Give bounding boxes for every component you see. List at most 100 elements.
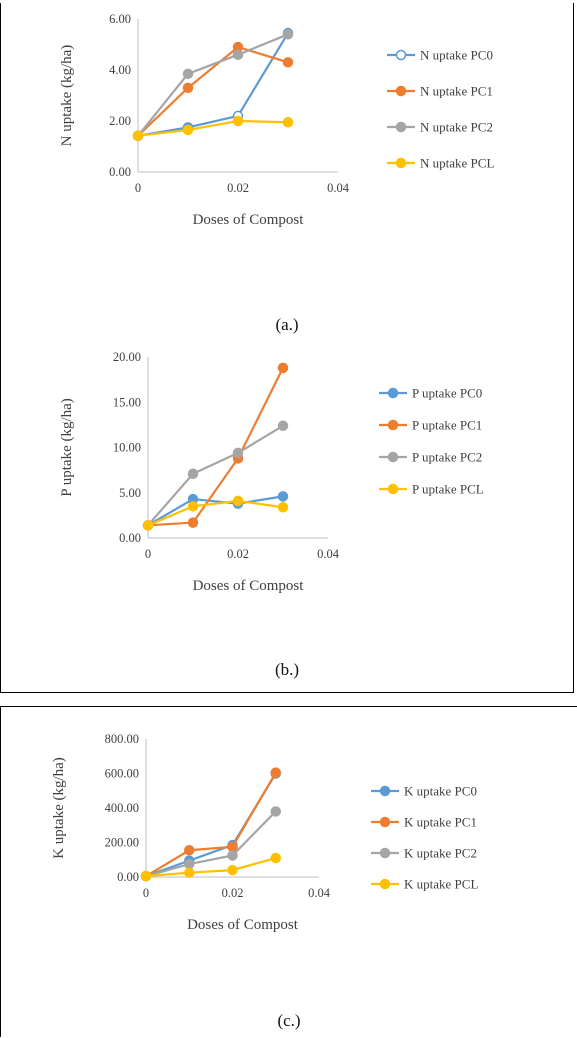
x-tick-label: 0 (135, 181, 141, 195)
data-point (182, 82, 194, 94)
series-line (145, 856, 277, 878)
legend-label: N uptake PC1 (420, 84, 493, 99)
y-axis-label: K uptake (kg/ha) (51, 757, 67, 859)
y-tick-label: 10.00 (113, 441, 141, 455)
data-point (227, 864, 238, 876)
data-point (232, 495, 244, 507)
x-tick-label: 0.04 (308, 886, 331, 900)
y-tick-label: 800.00 (105, 732, 139, 746)
series-line (137, 32, 289, 137)
panel-caption-b: (b.) (274, 660, 300, 679)
legend-marker (387, 483, 399, 495)
data-point (142, 520, 154, 531)
legend-marker (395, 49, 407, 61)
data-point (270, 806, 281, 817)
data-point (184, 858, 195, 870)
y-tick-label: 600.00 (105, 767, 139, 781)
data-point (282, 57, 294, 68)
legend-marker (379, 816, 391, 828)
data-point (184, 845, 195, 856)
panel-caption-c: (c.) (277, 1011, 301, 1030)
chart-panel-a: 0.00 2.00 4.00 6.00 0 0.02 0.04 Doses of Compos… (0, 3, 574, 344)
legend-label: P uptake PC0 (412, 386, 482, 401)
data-point (132, 130, 144, 142)
data-point (227, 841, 238, 853)
legend-label: K uptake PC0 (404, 784, 477, 799)
y-axis-label: N uptake (kg/ha) (59, 45, 75, 147)
data-point (270, 852, 281, 864)
legend-marker (387, 451, 399, 463)
legend-label: N uptake PC0 (420, 48, 493, 63)
legend-marker (395, 121, 407, 133)
y-tick-label: 20.00 (113, 350, 141, 364)
panel-caption-a: (a.) (275, 315, 299, 334)
x-axis-label: Doses of Compost (187, 917, 299, 933)
legend-label: P uptake PCL (412, 482, 484, 497)
data-point (184, 867, 195, 878)
y-tick-label: 400.00 (105, 801, 139, 815)
x-tick-label: 0.04 (317, 547, 340, 561)
data-point (277, 362, 289, 374)
y-tick-label: 4.00 (109, 63, 131, 77)
data-point (277, 420, 289, 432)
data-point (232, 115, 244, 127)
y-tick-label: 2.00 (109, 114, 131, 128)
y-tick-label: 0.00 (119, 531, 141, 545)
series-line (137, 45, 289, 137)
legend-label: N uptake PC2 (420, 120, 493, 135)
y-tick-label: 200.00 (105, 836, 139, 850)
data-point (187, 468, 199, 479)
legend-marker (379, 785, 391, 797)
data-point (232, 49, 244, 60)
series-line (145, 772, 277, 878)
x-tick-label: 0 (143, 886, 149, 900)
series-line (137, 33, 289, 137)
legend-marker (379, 878, 391, 890)
y-tick-label: 6.00 (109, 12, 131, 26)
series-line (145, 810, 277, 878)
series-line (147, 424, 284, 527)
legend-marker (387, 419, 399, 431)
data-point (277, 501, 289, 513)
data-point (187, 501, 199, 512)
chart-panel-c: 0.00 200.00 400.00 600.00 800.00 0 0.02 0.04 Dos… (0, 706, 577, 1037)
data-point (282, 29, 294, 40)
x-tick-label: 0.04 (327, 181, 350, 195)
x-axis-label: Doses of Compost (193, 578, 305, 594)
y-axis-label: P uptake (kg/ha) (59, 398, 75, 497)
x-tick-label: 0.02 (227, 547, 249, 561)
legend-label: N uptake PCL (420, 156, 494, 171)
data-point (187, 517, 199, 528)
legend-marker (395, 85, 407, 97)
legend-label: K uptake PC1 (404, 815, 477, 830)
data-point (270, 767, 281, 778)
y-tick-label: 15.00 (113, 395, 141, 409)
x-tick-label: 0.02 (222, 886, 244, 900)
legend-label: K uptake PCL (404, 877, 478, 892)
data-point (227, 850, 238, 861)
data-point (140, 870, 152, 882)
p-uptake-chart: 0.00 5.00 10.00 15.00 20.00 0 0.02 0.04 Doses of… (59, 350, 484, 594)
y-tick-label: 0.00 (117, 870, 139, 884)
data-point (282, 117, 294, 128)
series-line (147, 499, 284, 527)
series-line (137, 119, 289, 137)
legend-marker (395, 157, 407, 169)
legend-label: P uptake PC2 (412, 450, 482, 465)
n-uptake-chart: 0.00 2.00 4.00 6.00 0 0.02 0.04 Doses of Compos… (59, 12, 494, 228)
series-line (147, 367, 284, 527)
x-axis-label: Doses of Compost (193, 212, 305, 228)
legend-marker (387, 387, 399, 399)
k-uptake-chart: 0.00 200.00 400.00 600.00 800.00 0 0.02 0.04 Dos… (51, 732, 478, 933)
data-point (232, 447, 244, 459)
x-tick-label: 0 (145, 547, 151, 561)
legend-marker (379, 847, 391, 859)
data-point (277, 491, 289, 502)
legend-label: P uptake PC1 (412, 418, 482, 433)
y-tick-label: 5.00 (119, 486, 141, 500)
y-tick-label: 0.00 (109, 165, 131, 179)
data-point (182, 124, 194, 136)
legend-label: K uptake PC2 (404, 846, 477, 861)
data-point (182, 68, 194, 80)
series-line (147, 495, 284, 527)
